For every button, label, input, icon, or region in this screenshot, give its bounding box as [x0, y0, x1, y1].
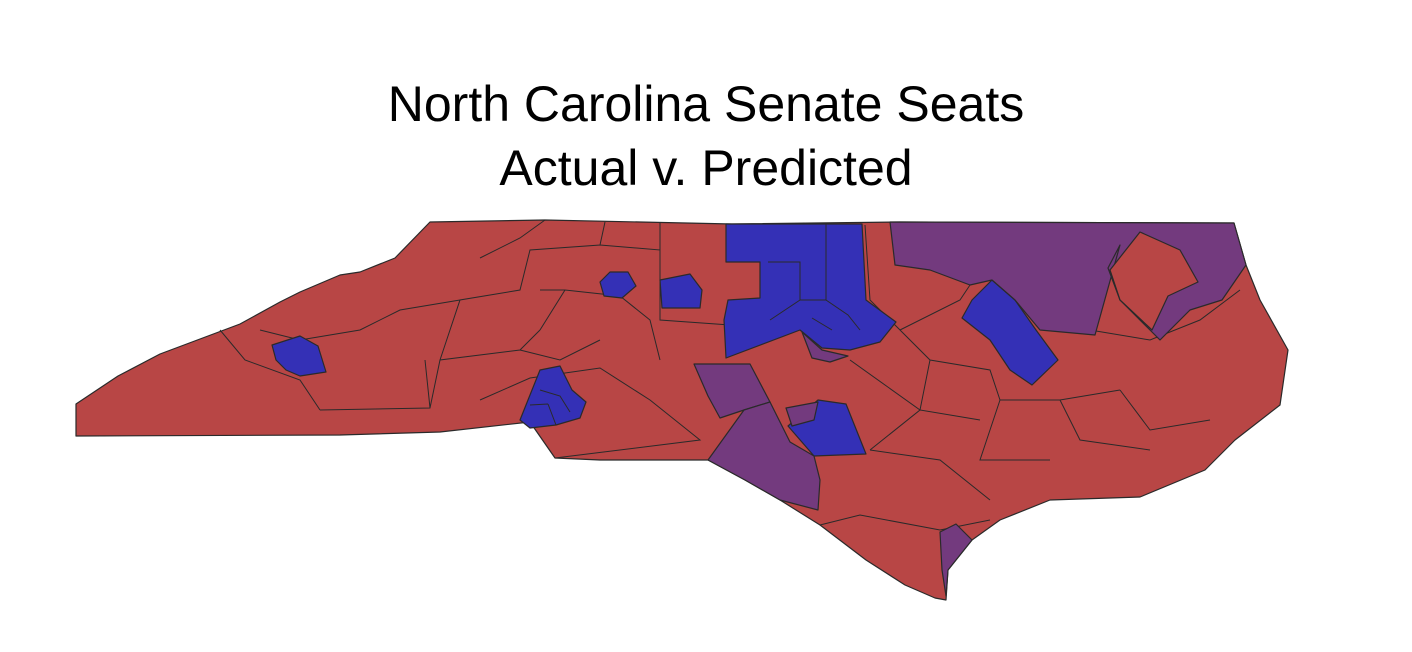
district-border-triangle [768, 224, 861, 331]
map-title-line-2: Actual v. Predicted [499, 140, 913, 196]
district-buncombe [271, 335, 327, 377]
district-robeson-mismatch [707, 401, 821, 511]
district-triangle [723, 223, 897, 359]
district-border-west [219, 219, 731, 459]
district-cumberland-west-mismatch [785, 401, 819, 427]
district-guilford [659, 273, 703, 309]
district-border-mecklenburg [529, 389, 571, 426]
district-wake-mismatch [801, 331, 849, 363]
district-southeast-inner [1109, 231, 1199, 331]
district-mecklenburg [519, 365, 587, 429]
map-title-line-1: North Carolina Senate Seats [387, 76, 1025, 132]
map-title: North Carolina Senate Seats Actual v. Pr… [0, 72, 1412, 200]
district-new-hanover-mismatch [939, 523, 973, 597]
district-forsyth [599, 271, 637, 299]
